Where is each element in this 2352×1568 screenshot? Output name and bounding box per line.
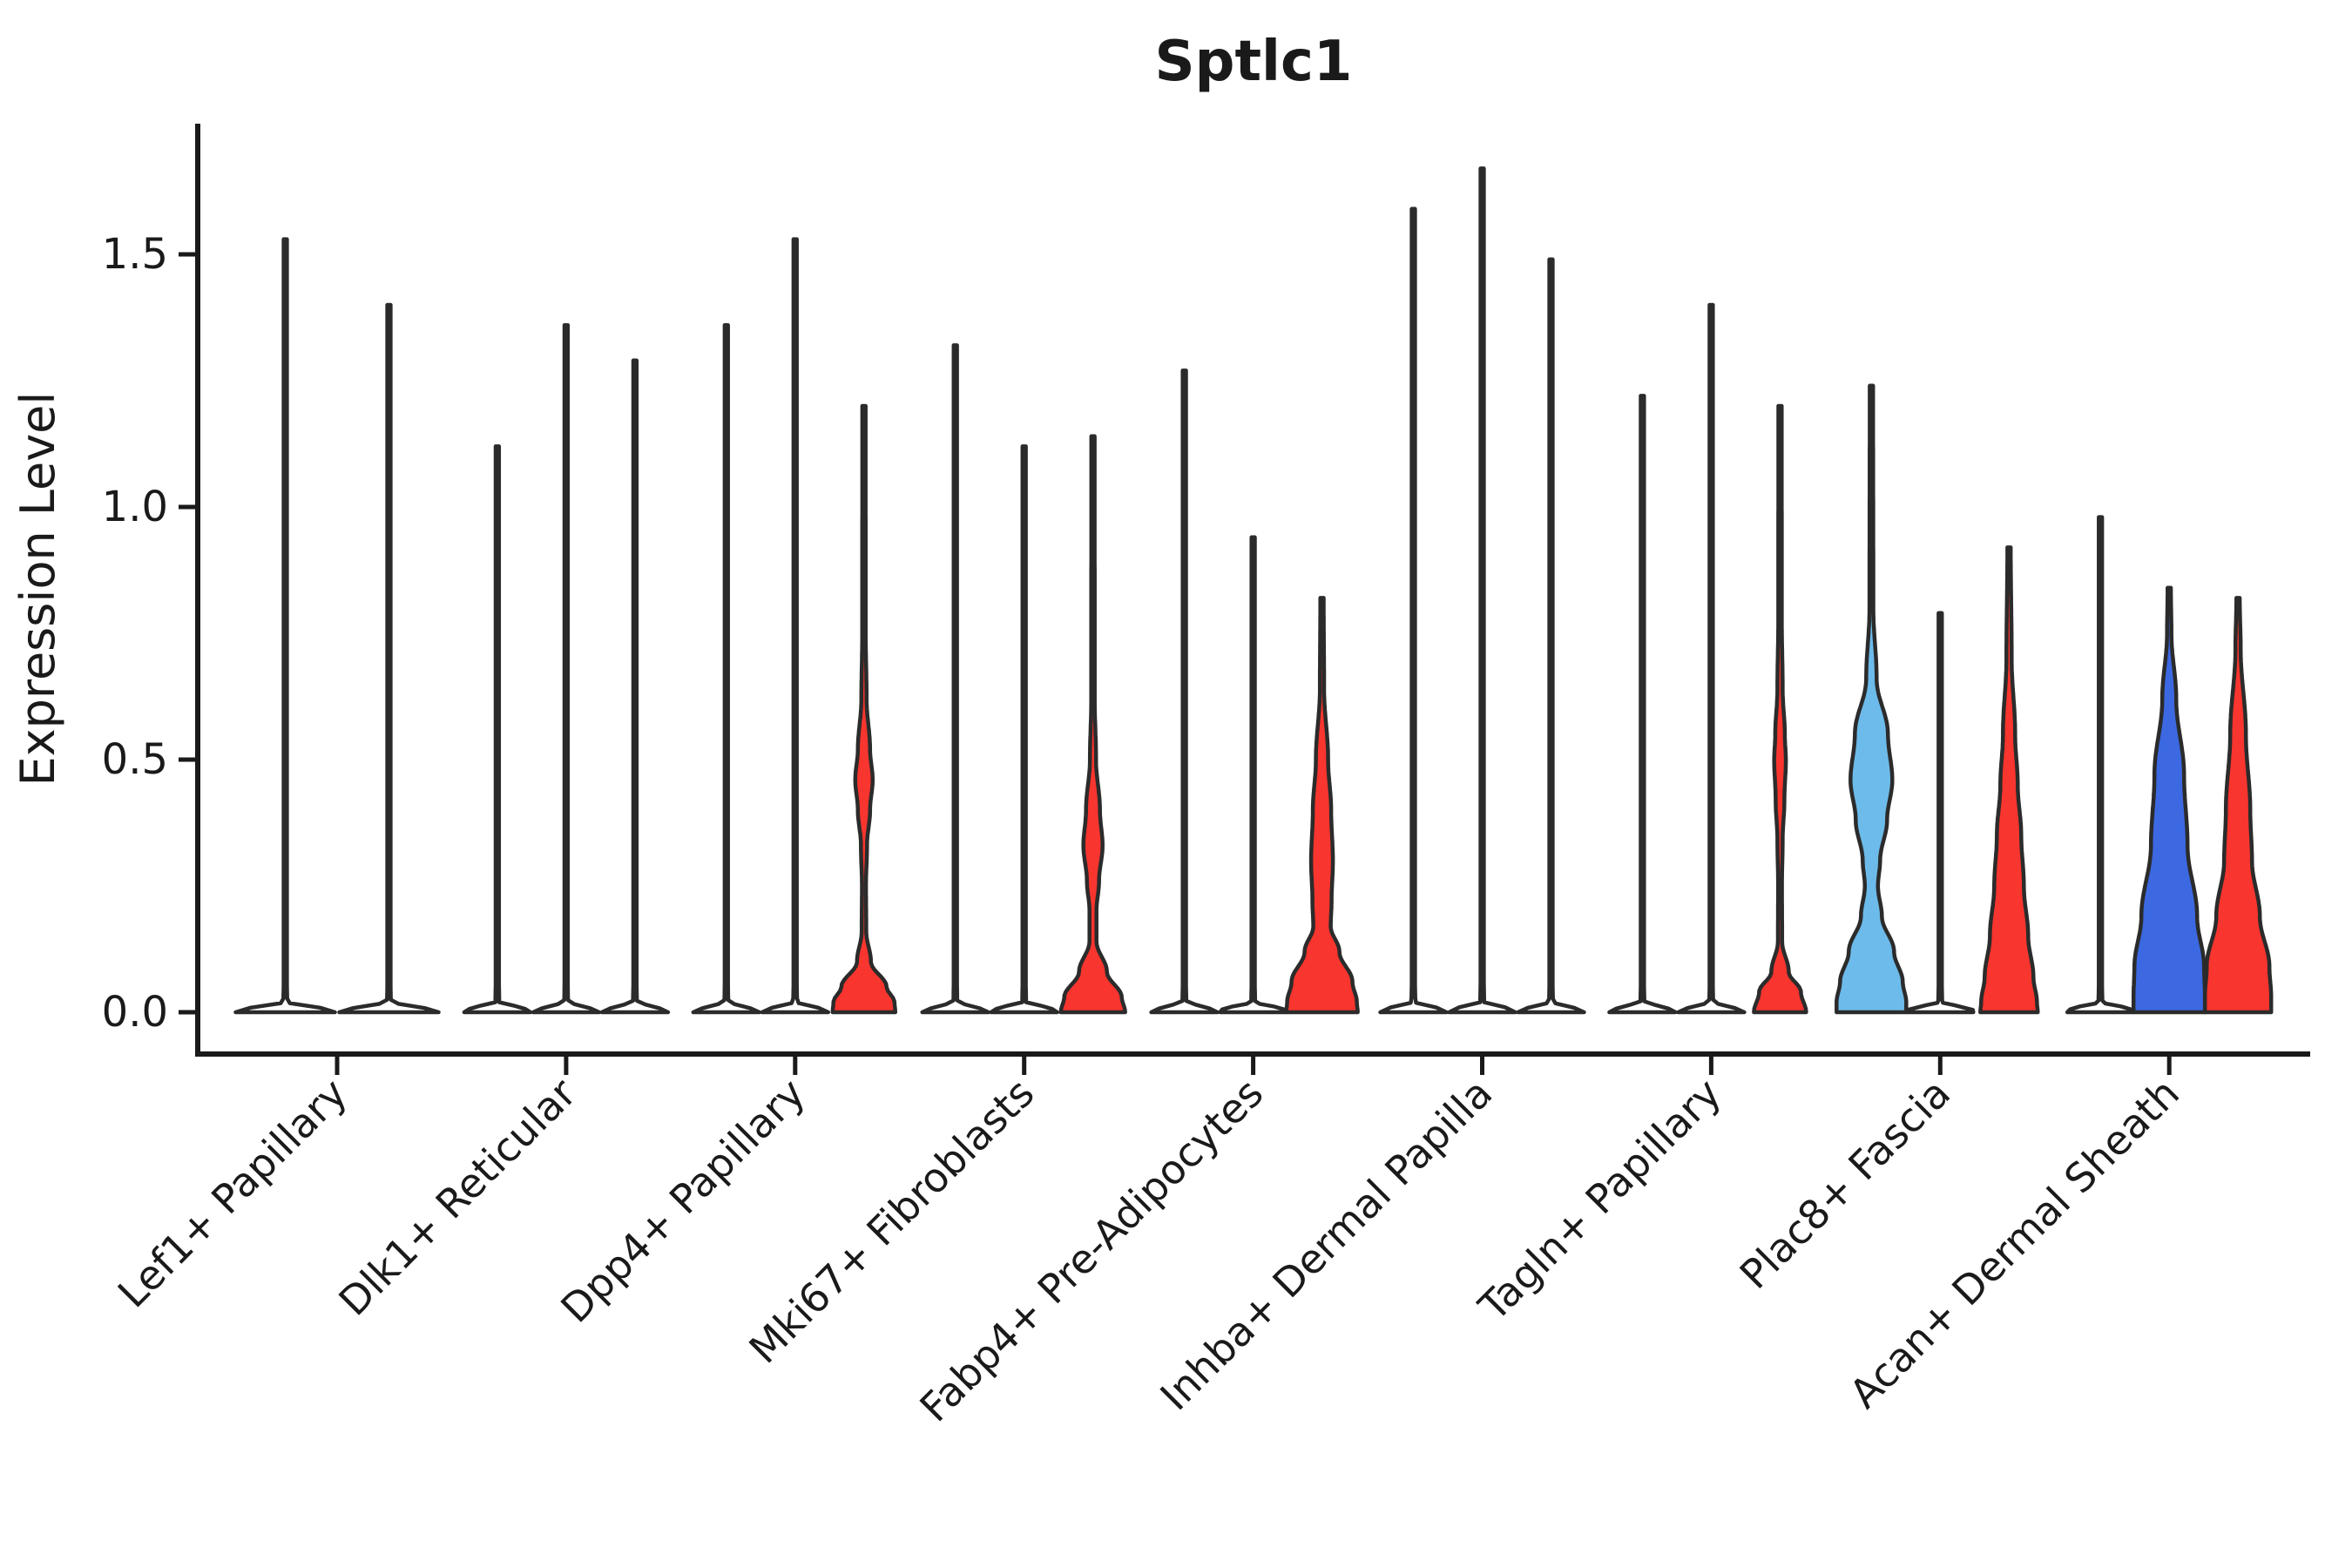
violin-acan-1	[2065, 515, 2136, 1015]
violin-acan-2	[2131, 585, 2207, 1015]
x-tick-label: Dpp4+ Papillary	[551, 1070, 814, 1332]
violin-lef1-1	[233, 237, 337, 1015]
violin-dlk1-2	[531, 322, 602, 1015]
violin-mki67-1	[920, 343, 990, 1015]
violin-tagln-1	[1607, 394, 1678, 1015]
violin-mki67-3	[1058, 434, 1127, 1015]
x-tick-label: Dlk1+ Reticular	[329, 1070, 585, 1325]
violin-inhba-3	[1516, 257, 1586, 1015]
violin-dpp4-3	[830, 403, 898, 1015]
x-tick-label: Lef1+ Papillary	[109, 1070, 356, 1317]
violin-plac8-3	[1978, 545, 2040, 1015]
violin-lef1-2	[337, 302, 441, 1015]
violin-mki67-2	[989, 444, 1059, 1015]
violin-tagln-3	[1752, 403, 1808, 1015]
y-tick-label: 0.5	[102, 735, 168, 784]
y-tick-label: 0.0	[102, 988, 168, 1037]
violin-dlk1-3	[599, 358, 671, 1015]
violin-plac8-2	[1905, 611, 1976, 1015]
violin-fabp4-3	[1284, 596, 1360, 1015]
y-tick-label: 1.0	[102, 483, 168, 531]
violin-fabp4-1	[1149, 368, 1220, 1015]
x-tick-label: Plac8+ Fascia	[1731, 1070, 1959, 1298]
violin-dlk1-1	[462, 444, 533, 1015]
axis-spines	[195, 124, 2310, 1057]
violin-plac8-1	[1835, 383, 1909, 1015]
violin-acan-3	[2202, 596, 2274, 1015]
violin-inhba-1	[1378, 206, 1449, 1015]
violin-fabp4-2	[1218, 535, 1288, 1015]
violin-inhba-2	[1447, 166, 1517, 1015]
chart-title: Sptlc1	[1155, 30, 1353, 94]
violin-tagln-2	[1676, 302, 1747, 1015]
y-tick-label: 1.5	[102, 230, 168, 279]
violin-dpp4-2	[760, 237, 831, 1015]
y-axis-label: Expression Level	[10, 392, 65, 787]
violin-dpp4-1	[691, 322, 762, 1015]
x-tick-label: Tagln+ Papillary	[1470, 1070, 1731, 1331]
